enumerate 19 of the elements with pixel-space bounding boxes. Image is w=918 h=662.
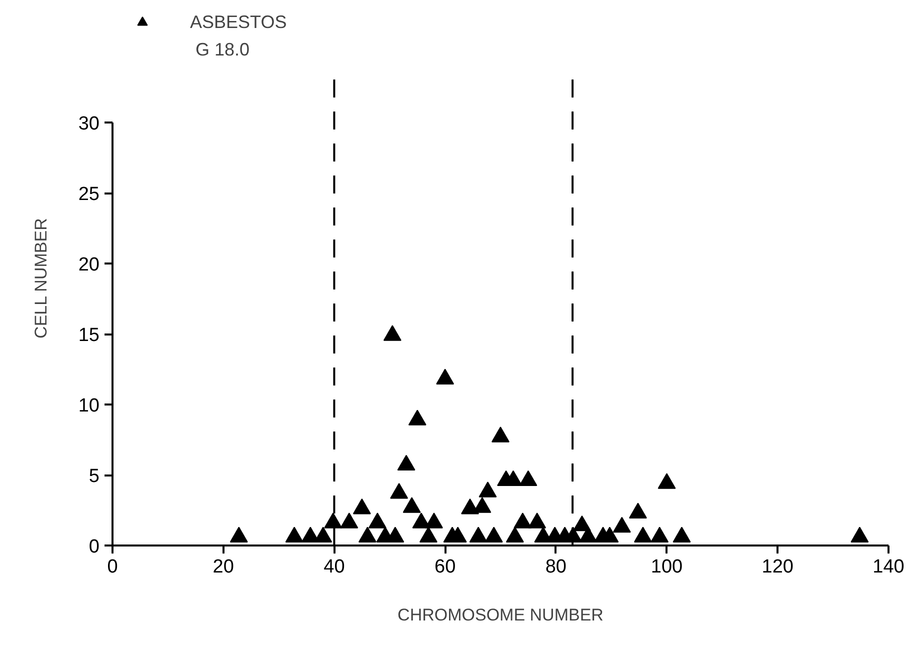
y-tick-label: 30 <box>78 114 100 134</box>
x-tick-label: 140 <box>872 556 904 578</box>
x-tick-label: 80 <box>545 556 566 578</box>
legend-label: ASBESTOS <box>190 12 287 32</box>
y-tick-label: 10 <box>78 396 100 416</box>
x-tick-label: 0 <box>107 556 118 578</box>
text: G 18.0 <box>196 40 250 60</box>
x-axis-title: CHROMOSOME NUMBER <box>398 606 604 624</box>
y-tick-label: 5 <box>88 466 100 487</box>
x-tick-label: 60 <box>434 556 456 578</box>
y-axis-title: CELL NUMBER <box>31 218 50 338</box>
x-tick-label: 40 <box>324 556 345 578</box>
y-tick-label: 20 <box>78 254 100 276</box>
x-tick-label: 100 <box>650 556 683 578</box>
y-tick-label: 0 <box>88 536 100 558</box>
y-tick-label: 15 <box>78 325 100 346</box>
x-tick-label: 20 <box>212 556 234 578</box>
x-tick-label: 120 <box>762 556 794 578</box>
y-tick-label: 25 <box>78 184 100 205</box>
